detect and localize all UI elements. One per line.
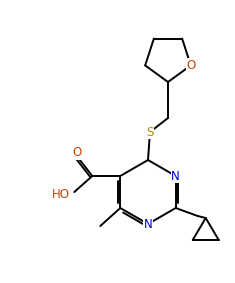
Text: N: N bbox=[171, 170, 180, 183]
Text: O: O bbox=[186, 59, 196, 72]
Text: HO: HO bbox=[52, 188, 70, 201]
Text: N: N bbox=[144, 218, 152, 230]
Text: S: S bbox=[146, 125, 154, 138]
Text: O: O bbox=[73, 147, 82, 160]
